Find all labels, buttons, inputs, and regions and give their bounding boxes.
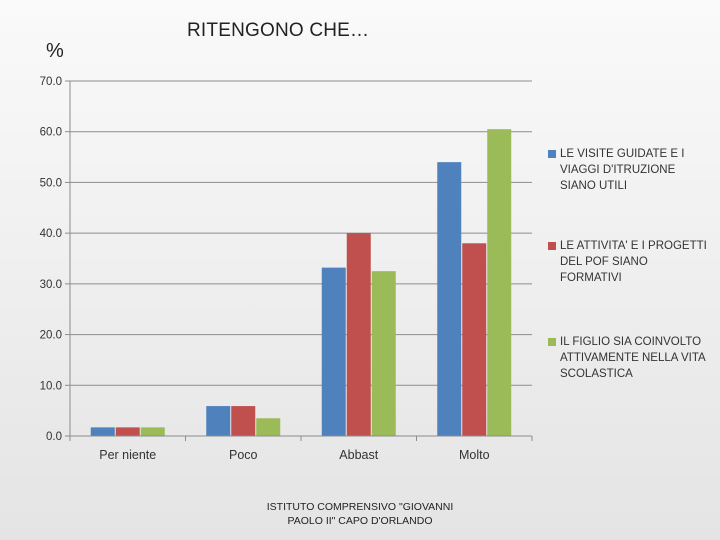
footer-line-2: PAOLO II" CAPO D'ORLANDO	[287, 515, 433, 527]
legend-label: LE VISITE GUIDATE E I VIAGGI D'ITRUZIONE…	[560, 148, 685, 192]
y-tick-label: 0.0	[46, 431, 62, 443]
bar-poco-series-2	[231, 406, 256, 436]
legend-item-series-3: IL FIGLIO SIA COINVOLTO ATTIVAMENTE NELL…	[548, 334, 708, 382]
x-tick-label: Poco	[229, 448, 258, 462]
bar-per-niente-series-1	[90, 427, 115, 436]
bar-per-niente-series-2	[115, 427, 140, 436]
chart-title: RITENGONO CHE…	[187, 20, 370, 41]
y-tick-label: 60.0	[40, 127, 62, 139]
legend-swatch-red	[548, 242, 556, 250]
y-tick-label: 50.0	[40, 177, 62, 189]
bar-per-niente-series-3	[140, 427, 165, 436]
y-tick-label: 30.0	[40, 279, 62, 291]
x-tick-label: Abbast	[339, 448, 378, 462]
legend-label: LE ATTIVITA' E I PROGETTI DEL POF SIANO …	[560, 240, 707, 284]
legend-label: IL FIGLIO SIA COINVOLTO ATTIVAMENTE NELL…	[560, 336, 706, 380]
y-tick-label: 20.0	[40, 330, 62, 342]
bar-poco-series-1	[206, 406, 231, 436]
y-tick-label: 70.0	[40, 76, 62, 88]
bar-molto-series-1	[437, 162, 462, 436]
bar-abbast-series-2	[346, 233, 371, 436]
y-tick-label: 40.0	[40, 228, 62, 240]
x-tick-label: Molto	[459, 448, 490, 462]
footer-institution: ISTITUTO COMPRENSIVO "GIOVANNI PAOLO II"…	[240, 500, 480, 528]
bar-molto-series-3	[487, 129, 512, 436]
bar-molto-series-2	[462, 243, 487, 436]
bar-abbast-series-1	[321, 267, 346, 436]
y-tick-label: 10.0	[40, 380, 62, 392]
legend-item-series-1: LE VISITE GUIDATE E I VIAGGI D'ITRUZIONE…	[548, 146, 708, 194]
footer-line-1: ISTITUTO COMPRENSIVO "GIOVANNI	[266, 501, 454, 513]
legend-swatch-green	[548, 338, 556, 346]
x-tick-label: Per niente	[99, 448, 156, 462]
bar-abbast-series-3	[371, 271, 396, 436]
legend-item-series-2: LE ATTIVITA' E I PROGETTI DEL POF SIANO …	[548, 238, 708, 286]
legend-swatch-blue	[548, 150, 556, 158]
bar-poco-series-3	[256, 418, 281, 436]
y-axis-unit-label: %	[46, 40, 64, 62]
